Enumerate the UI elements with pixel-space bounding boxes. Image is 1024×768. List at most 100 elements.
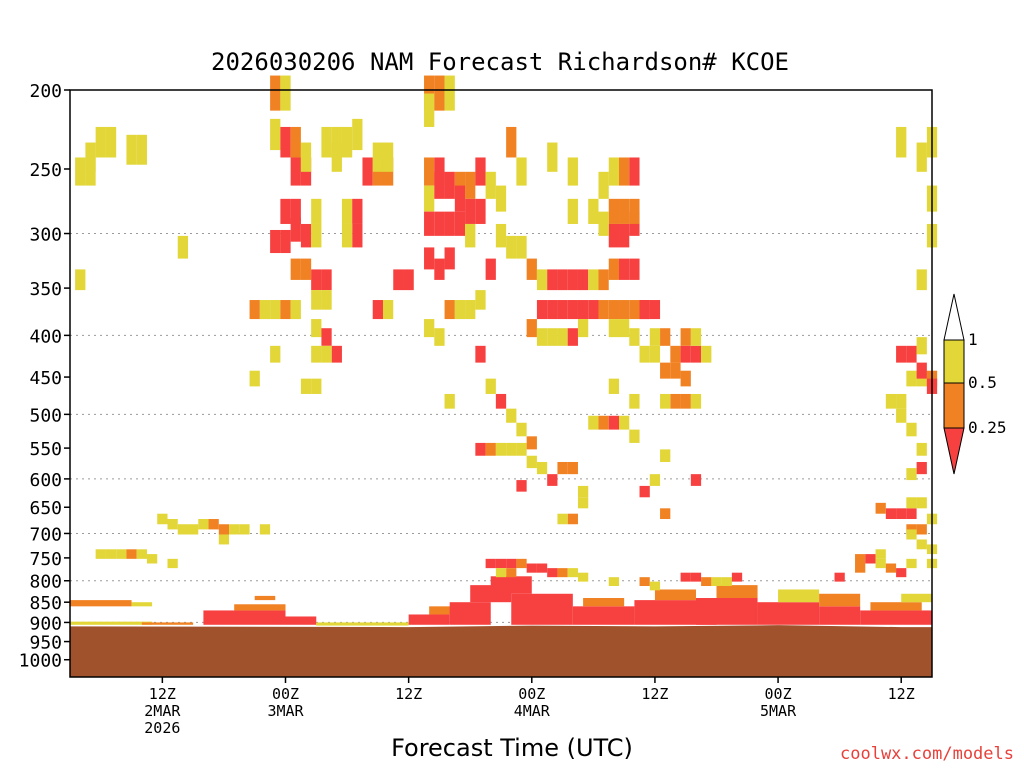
ri-cell bbox=[475, 442, 486, 456]
ri-cell bbox=[249, 370, 260, 387]
ri-cell bbox=[516, 558, 527, 569]
ri-band bbox=[572, 606, 635, 625]
colorbar-label: 0.5 bbox=[968, 373, 997, 392]
ri-cell bbox=[516, 480, 527, 492]
ri-cell bbox=[731, 572, 743, 582]
ri-cell bbox=[567, 513, 578, 525]
ri-cell bbox=[311, 345, 322, 363]
ri-cell bbox=[218, 524, 230, 535]
ri-cell bbox=[598, 211, 609, 236]
ri-cell bbox=[619, 223, 630, 248]
ri-cell bbox=[300, 223, 312, 248]
ri-cell bbox=[670, 362, 681, 379]
ri-cell bbox=[547, 568, 558, 578]
y-tick-label: 400 bbox=[29, 326, 62, 347]
ri-cell bbox=[95, 126, 106, 158]
ri-cell bbox=[506, 126, 517, 158]
ri-cell bbox=[516, 422, 527, 437]
ri-cell bbox=[629, 328, 640, 346]
ri-cell bbox=[660, 449, 671, 462]
ri-cell bbox=[619, 198, 630, 224]
ri-cell bbox=[495, 442, 507, 456]
ri-cell bbox=[526, 258, 537, 280]
ri-cell bbox=[608, 300, 620, 320]
ri-band bbox=[429, 606, 471, 615]
ri-cell bbox=[465, 198, 476, 224]
ri-cell bbox=[608, 198, 620, 224]
ri-cell bbox=[547, 269, 558, 291]
ri-cell bbox=[885, 393, 897, 409]
y-tick-label: 350 bbox=[29, 279, 62, 300]
y-tick-label: 450 bbox=[29, 368, 62, 389]
ri-cell bbox=[896, 508, 907, 520]
ri-cell bbox=[506, 235, 517, 259]
ri-cell bbox=[557, 461, 568, 475]
ri-cell bbox=[557, 269, 568, 291]
ri-cell bbox=[506, 558, 517, 569]
ri-cell bbox=[875, 549, 886, 559]
ri-cell bbox=[85, 142, 96, 172]
ri-cell bbox=[290, 157, 301, 186]
ri-cell bbox=[875, 558, 886, 569]
ri-cell bbox=[526, 436, 537, 450]
ri-cell bbox=[855, 563, 866, 573]
y-tick-label: 300 bbox=[29, 225, 62, 246]
ri-cell bbox=[434, 171, 445, 199]
ri-cell bbox=[300, 142, 312, 172]
ri-cell bbox=[721, 577, 732, 587]
ri-cell bbox=[321, 345, 332, 363]
ri-cell bbox=[629, 393, 640, 409]
ri-cell bbox=[434, 328, 445, 346]
ri-cell bbox=[526, 563, 537, 573]
ri-cell bbox=[547, 142, 558, 172]
ri-cell bbox=[424, 157, 435, 186]
ri-cell bbox=[896, 393, 907, 409]
x-tick-label: 00Z bbox=[765, 685, 792, 703]
ri-cell bbox=[680, 572, 691, 582]
ri-cell bbox=[116, 549, 127, 559]
ri-band bbox=[70, 621, 153, 625]
ri-cell bbox=[885, 563, 897, 573]
ri-cell bbox=[690, 393, 702, 409]
ri-cell bbox=[649, 474, 661, 486]
ri-cell bbox=[290, 126, 301, 158]
x-tick-label: 2026 bbox=[144, 719, 180, 737]
ri-cell bbox=[608, 223, 620, 248]
ri-band bbox=[254, 595, 276, 601]
ri-cell bbox=[382, 300, 394, 320]
ri-cell bbox=[701, 577, 712, 587]
ri-cell bbox=[105, 549, 117, 559]
source-credit[interactable]: coolwx.com/models bbox=[840, 744, 1014, 764]
ri-cell bbox=[475, 290, 486, 310]
colorbar-label: 0.25 bbox=[968, 418, 1007, 437]
ri-cell bbox=[906, 345, 917, 363]
ri-cell bbox=[916, 497, 927, 509]
ri-cell bbox=[270, 300, 281, 320]
ri-cell bbox=[485, 442, 496, 456]
ri-cell bbox=[629, 429, 640, 443]
y-tick-label: 750 bbox=[29, 549, 62, 570]
ri-cell bbox=[495, 568, 507, 578]
ri-cell bbox=[126, 134, 137, 165]
y-tick-label: 600 bbox=[29, 470, 62, 491]
ri-cell bbox=[619, 319, 630, 338]
ri-cell bbox=[629, 198, 640, 224]
ri-cell bbox=[567, 300, 578, 320]
ri-cell bbox=[536, 461, 548, 475]
ri-cell bbox=[619, 415, 630, 430]
ri-cell bbox=[321, 328, 332, 346]
ri-cell bbox=[198, 519, 209, 530]
ri-band bbox=[654, 589, 696, 601]
y-tick-label: 1000 bbox=[19, 651, 62, 672]
ri-cell bbox=[639, 345, 650, 363]
y-tick-label: 650 bbox=[29, 498, 62, 519]
ri-cell bbox=[865, 554, 876, 564]
plot-frame bbox=[69, 89, 933, 678]
ri-cell bbox=[598, 269, 609, 291]
ri-cell bbox=[403, 269, 414, 291]
ri-band bbox=[131, 602, 153, 607]
ri-cell bbox=[259, 524, 271, 535]
ri-cell bbox=[906, 558, 917, 569]
y-tick-label: 900 bbox=[29, 613, 62, 634]
ri-band bbox=[778, 589, 820, 603]
